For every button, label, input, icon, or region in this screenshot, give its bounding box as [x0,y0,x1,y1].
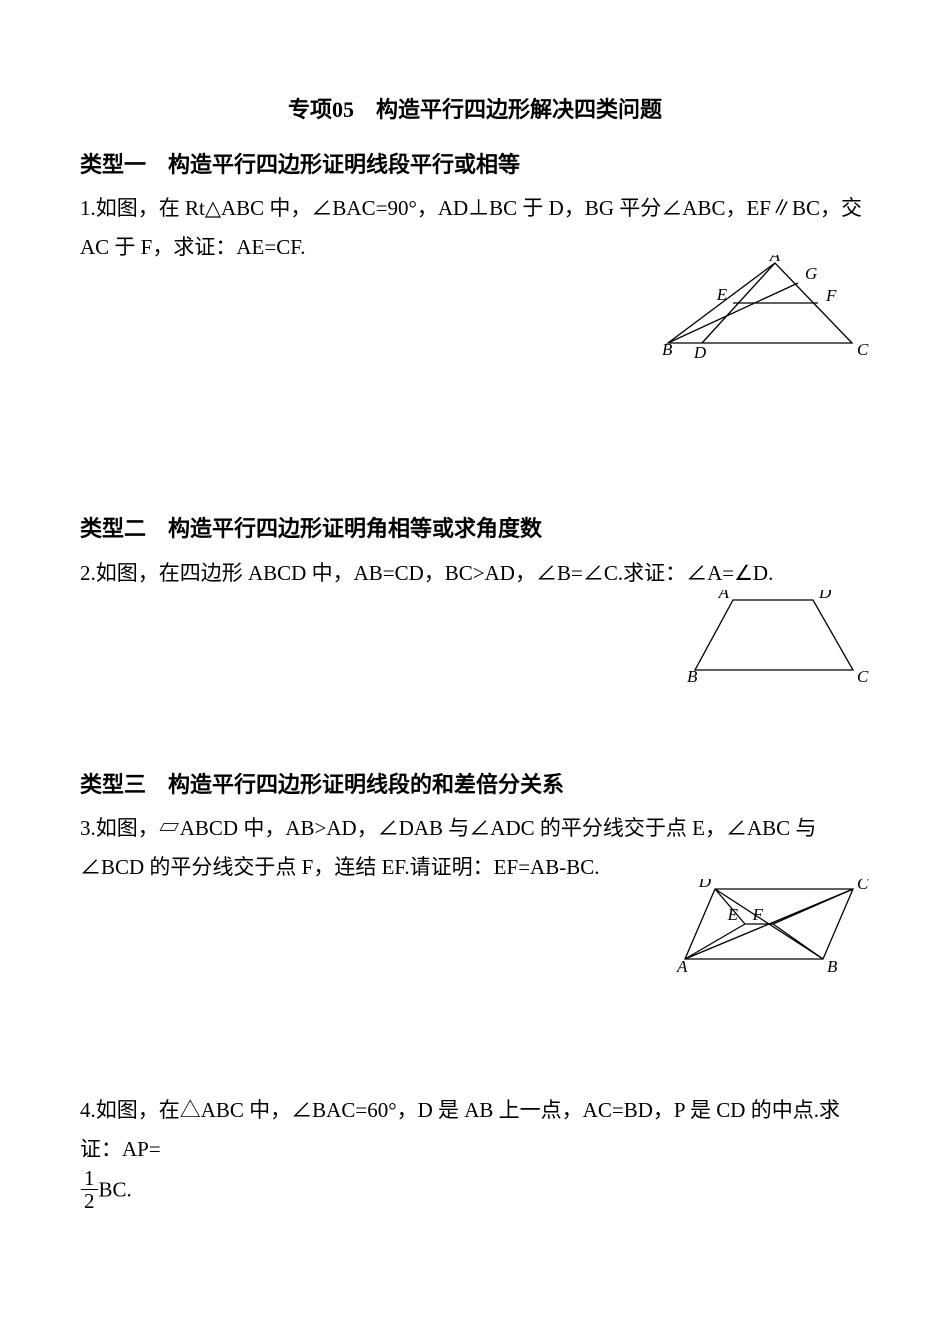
problem-3-text: 3.如图，▱ABCD 中，AB>AD，∠DAB 与∠ADC 的平分线交于点 E，… [80,809,870,887]
problem-1-block: 1.如图，在 Rt△ABC 中，∠BAC=90°，AD⊥BC 于 D，BG 平分… [80,189,870,501]
problem-4-text: 4.如图，在△ABC 中，∠BAC=60°，D 是 AB 上一点，AC=BD，P… [80,1091,870,1214]
svg-text:F: F [752,905,764,924]
fraction-denominator: 2 [81,1190,98,1212]
problem-4-part2: BC. [99,1177,132,1201]
svg-text:D: D [693,343,707,360]
figure-2: A D B C [685,590,870,703]
svg-text:C: C [857,879,869,893]
problem-4-block: 4.如图，在△ABC 中，∠BAC=60°，D 是 AB 上一点，AC=BD，P… [80,1091,870,1214]
svg-text:B: B [687,667,698,686]
svg-text:B: B [662,340,673,359]
svg-text:D: D [698,879,712,891]
problem-2-text: 2.如图，在四边形 ABCD 中，AB=CD，BC>AD，∠B=∠C.求证：∠A… [80,554,870,593]
svg-text:C: C [857,340,869,359]
section-heading-2: 类型二 构造平行四边形证明角相等或求角度数 [80,509,870,550]
svg-text:A: A [769,255,781,265]
problem-4-part1: 4.如图，在△ABC 中，∠BAC=60°，D 是 AB 上一点，AC=BD，P… [80,1098,840,1161]
svg-text:E: E [727,905,739,924]
fraction-numerator: 1 [81,1167,98,1190]
svg-text:G: G [805,264,817,283]
svg-text:B: B [827,957,838,976]
section-heading-1: 类型一 构造平行四边形证明线段平行或相等 [80,145,870,186]
fraction-one-half: 1 2 [81,1167,98,1212]
svg-text:C: C [857,667,869,686]
svg-text:A: A [718,590,730,602]
section-heading-3: 类型三 构造平行四边形证明线段的和差倍分关系 [80,765,870,806]
page-title: 专项05 构造平行四边形解决四类问题 [80,90,870,131]
problem-2-block: 2.如图，在四边形 ABCD 中，AB=CD，BC>AD，∠B=∠C.求证：∠A… [80,554,870,757]
problem-3-block: 3.如图，▱ABCD 中，AB>AD，∠DAB 与∠ADC 的平分线交于点 E，… [80,809,870,1021]
svg-text:E: E [716,285,728,304]
figure-3: D C A B E F [675,879,870,992]
svg-text:A: A [676,957,688,976]
figure-1: A B C D E F G [660,255,870,373]
svg-text:F: F [825,286,837,305]
svg-text:D: D [818,590,832,602]
